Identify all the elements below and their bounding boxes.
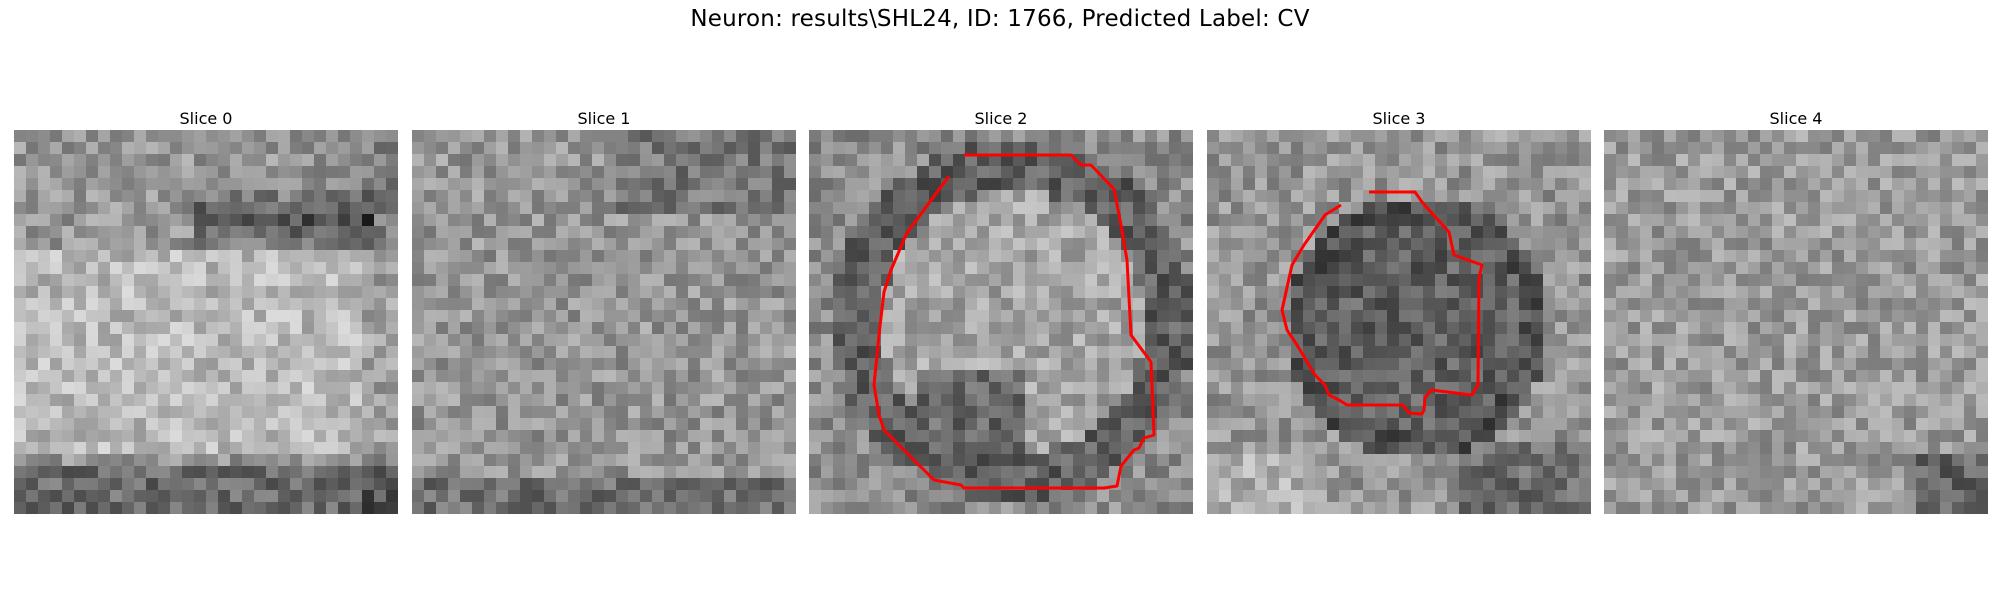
slice-image xyxy=(412,130,796,514)
segmentation-contour xyxy=(809,130,1193,514)
slice-title: Slice 1 xyxy=(412,108,796,130)
slice-panel-1: Slice 1 xyxy=(412,108,796,514)
figure-title: Neuron: results\SHL24, ID: 1766, Predict… xyxy=(0,6,2000,32)
slice-panel-2: Slice 2 xyxy=(809,108,1193,514)
slice-panel-4: Slice 4 xyxy=(1604,108,1988,514)
segmentation-contour xyxy=(1207,130,1591,514)
slice-panel-3: Slice 3 xyxy=(1207,108,1591,514)
slice-title: Slice 2 xyxy=(809,108,1193,130)
slice-panel-0: Slice 0 xyxy=(14,108,398,514)
slice-title: Slice 0 xyxy=(14,108,398,130)
slice-title: Slice 3 xyxy=(1207,108,1591,130)
slice-image xyxy=(14,130,398,514)
slice-title: Slice 4 xyxy=(1604,108,1988,130)
slice-image xyxy=(1604,130,1988,514)
